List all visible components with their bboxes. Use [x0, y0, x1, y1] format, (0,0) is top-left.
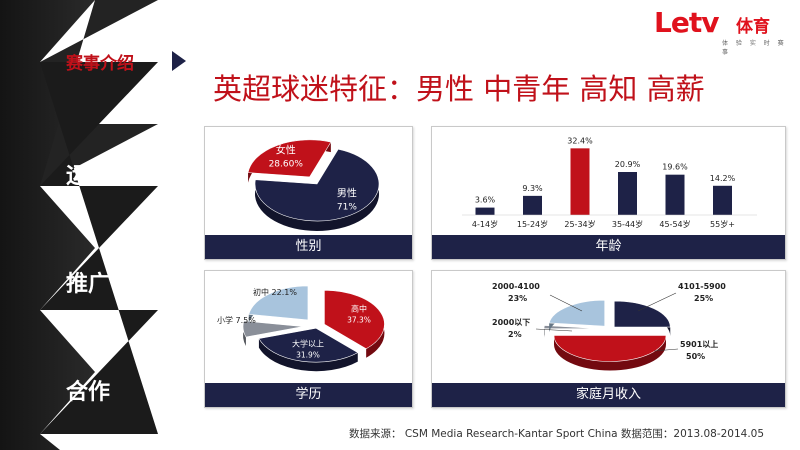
income-leader-2 [535, 328, 573, 332]
female-slice [247, 139, 332, 178]
age-value-label-0: 3.6% [475, 196, 496, 205]
income-2000-value: 2% [508, 330, 522, 339]
age-value-label-4: 19.6% [662, 163, 688, 172]
education-panel: 高中 37.3% 大学以上 31.9% 小学 7.5% 初中 22.1% 学历 [204, 270, 413, 408]
income-2000-4100-slice [548, 299, 606, 327]
high-school-value-label: 37.3% [347, 315, 371, 324]
age-bar-1 [523, 195, 542, 215]
logo-tagline: 体 验 实 时 赛 事 [722, 40, 787, 56]
age-bar-chart: 3.6% 4-14岁 9.3% 15-24岁 32.4% 25-34岁 20.9% 35-44… [462, 136, 757, 229]
age-bar-4 [665, 174, 685, 215]
age-value-label-5: 14.2% [710, 174, 736, 183]
college-slice-side [258, 338, 358, 372]
male-label: 男性 [337, 186, 357, 199]
income-leader-4 [653, 348, 679, 352]
college-slice [258, 327, 359, 363]
college-value-label: 31.9% [296, 350, 320, 359]
gender-panel-title: 性别 [205, 235, 412, 259]
middle-school-slice [248, 285, 309, 321]
income-2000-slice [543, 325, 601, 330]
income-4101-value: 25% [694, 294, 713, 303]
nav-item-operations[interactable]: 运营 [66, 164, 111, 189]
nav-item-promotion[interactable]: 推广 [66, 272, 111, 297]
age-tick-label-2: 25-34岁 [564, 219, 595, 229]
nav-item-event-intro[interactable]: 赛事介绍 [66, 54, 134, 74]
data-source-note: 数据来源： CSM Media Research-Kantar Sport Ch… [349, 428, 765, 440]
age-bar-2 [570, 148, 590, 215]
high-school-slice [324, 289, 385, 350]
age-bar-5 [713, 185, 732, 215]
income-5901-slice [553, 335, 667, 362]
income-5901-value: 50% [686, 352, 705, 361]
income-4101-slice [613, 300, 671, 328]
sidebar: 赛事介绍 运营 推广 合作 [0, 0, 200, 450]
nav-active-arrow-icon [172, 51, 186, 71]
income-panel-title: 家庭月收入 [432, 383, 785, 407]
nav-item-cooperation[interactable]: 合作 [66, 380, 111, 405]
college-label: 大学以上 [292, 338, 324, 348]
education-pie-chart: 高中 37.3% 大学以上 31.9% 小学 7.5% 初中 22.1% [217, 285, 385, 372]
sidebar-background [0, 0, 158, 450]
age-panel: 3.6% 4-14岁 9.3% 15-24岁 32.4% 25-34岁 20.9% 35-44… [431, 126, 786, 260]
gender-panel: 男性 71% 女性 28.60% 性别 [204, 126, 413, 260]
male-value-label: 71% [337, 202, 357, 212]
male-slice [254, 148, 380, 222]
age-tick-label-5: 55岁+ [710, 219, 735, 229]
income-leader-3 [637, 292, 677, 312]
age-tick-label-3: 35-44岁 [612, 219, 643, 229]
age-tick-label-1: 15-24岁 [517, 219, 548, 229]
age-tick-label-0: 4-14岁 [472, 219, 498, 229]
age-value-label-2: 32.4% [567, 136, 593, 145]
education-panel-title: 学历 [205, 383, 412, 407]
income-2000-4100-value: 23% [508, 294, 527, 303]
age-value-label-3: 20.9% [615, 160, 641, 169]
age-panel-title: 年龄 [432, 235, 785, 259]
logo-brand: Letv [654, 6, 719, 39]
female-label: 女性 [276, 144, 296, 157]
gender-pie-chart: 男性 71% 女性 28.60% [247, 139, 380, 232]
income-2000-4100-label: 2000-4100 [492, 282, 540, 291]
middle-school-label: 初中 22.1% [253, 287, 297, 297]
income-leader-1 [549, 294, 583, 312]
income-5901-label: 5901以上 [680, 339, 718, 349]
income-pie-chart: 2000-4100 23% 2000以下 2% 4101-5900 25% 5901以上 50… [492, 282, 726, 371]
primary-slice [242, 320, 304, 338]
letv-sports-logo: Letv 体育 体 验 实 时 赛 事 [654, 6, 794, 56]
primary-label: 小学 7.5% [217, 315, 256, 325]
logo-brand-cn: 体育 [736, 17, 770, 37]
age-value-label-1: 9.3% [522, 184, 543, 193]
age-bar-0 [475, 207, 495, 215]
high-school-label: 高中 [351, 303, 367, 313]
age-bar-3 [618, 172, 637, 215]
page-title: 英超球迷特征：男性 中青年 高知 高薪 [213, 72, 705, 106]
age-tick-label-4: 45-54岁 [659, 219, 690, 229]
income-4101-label: 4101-5900 [678, 282, 726, 291]
female-value-label: 28.60% [269, 160, 304, 170]
income-2000-label: 2000以下 [492, 318, 530, 327]
income-panel: 2000-4100 23% 2000以下 2% 4101-5900 25% 5901以上 50… [431, 270, 786, 408]
income-5901-slice-side [554, 335, 666, 371]
